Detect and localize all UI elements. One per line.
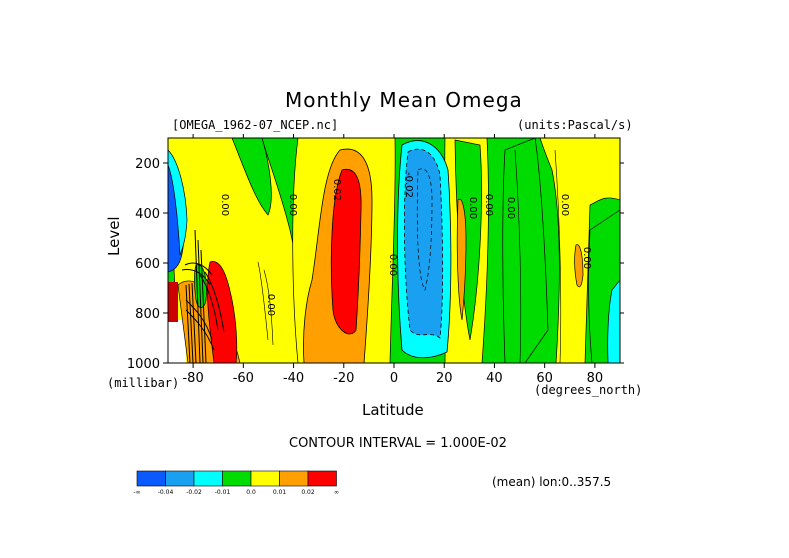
contour-label: 0.00: [559, 194, 570, 216]
colorbar-label: -0.02: [186, 489, 202, 496]
region-red-sp: [207, 261, 238, 363]
colorbar-swatch: [136, 470, 166, 487]
dense-contours: [181, 229, 225, 363]
colorbar-label: -∞: [133, 489, 140, 496]
region-cyan-fn: [607, 279, 620, 363]
colorbar-label: -0.01: [215, 489, 231, 496]
y-tick-label: 200: [135, 157, 160, 172]
colorbar-label: -0.04: [158, 489, 174, 496]
region-blue-nh: [403, 148, 444, 339]
region-orange-fn: [574, 244, 584, 288]
x-tick-label: -20: [333, 371, 354, 386]
region-red-sh: [330, 168, 362, 335]
contour-label: 0.00: [219, 194, 230, 216]
colorbar-label: 0.02: [301, 489, 315, 496]
dataset-filename: [OMEGA_1962-07_NCEP.nc]: [172, 118, 339, 132]
contour-label: -0.02: [403, 172, 414, 198]
y-axis-unit: (millibar): [107, 376, 180, 390]
colorbar-swatch: [193, 470, 223, 487]
contour-label: 0.02: [331, 179, 342, 201]
y-tick-label: 400: [135, 207, 160, 222]
mean-longitude-text: (mean) lon:0..357.5: [492, 475, 612, 489]
contour-label: 0.00: [467, 197, 478, 219]
x-tick-label: 80: [587, 371, 604, 386]
units-label: (units:Pascal/s): [517, 118, 633, 132]
contour-label: 0.00: [483, 194, 494, 216]
contour-label: 0.00: [265, 294, 276, 316]
y-tick-label: 800: [135, 307, 160, 322]
region-red-dark: [168, 282, 178, 322]
x-tick-label: 40: [486, 371, 503, 386]
colorbar-label: 0.0: [246, 489, 256, 496]
x-tick-label: -60: [233, 371, 254, 386]
colorbar-label: 0.01: [273, 489, 287, 496]
contour-label: 0.00: [387, 254, 398, 276]
colorbar-swatch: [279, 470, 309, 487]
x-tick-label: -80: [182, 371, 203, 386]
colorbar-swatch: [165, 470, 195, 487]
chart-title: Monthly Mean Omega: [285, 88, 523, 112]
y-tick-label: 1000: [127, 357, 160, 372]
region-green-island-b: [502, 138, 549, 363]
colorbar-swatch: [222, 470, 252, 487]
colorbar-swatch: [250, 470, 280, 487]
x-tick-label: -40: [283, 371, 304, 386]
y-axis-label: Level: [105, 216, 123, 256]
contour-blue-inner: [416, 168, 433, 291]
colorbar-label: ∞: [334, 489, 339, 496]
contour-label: 0.00: [287, 194, 298, 216]
x-tick-label: 60: [536, 371, 553, 386]
colorbar-swatch: [307, 470, 337, 487]
contour-label: 0.00: [581, 247, 592, 269]
contour-label-group: 0.00 0.02 -0.02 0.00 0.00 0.00 0.00 0.00 0.00 0.0…: [219, 172, 592, 316]
axes: -80 -60 -40 -20 0 20 40 60 80 200 400 600 800 1000: [127, 134, 624, 386]
region-orange-nh: [456, 198, 467, 321]
y-tick-label: 600: [135, 257, 160, 272]
region-topography-white: [168, 320, 186, 363]
x-axis-unit: (degrees_north): [534, 383, 643, 397]
thin-contours: [257, 149, 562, 363]
x-tick-label: 0: [390, 371, 398, 386]
colorbar: -∞ -0.04 -0.02 -0.01 0.0 0.01 0.02 ∞: [133, 470, 339, 496]
region-green-island-a: [231, 138, 272, 216]
region-cyan-antarctic: [168, 149, 188, 256]
x-axis-label: Latitude: [362, 401, 424, 419]
contour-label: 0.00: [505, 197, 516, 219]
x-tick-label: 20: [436, 371, 453, 386]
contour-interval-text: CONTOUR INTERVAL = 1.000E-02: [289, 436, 507, 451]
